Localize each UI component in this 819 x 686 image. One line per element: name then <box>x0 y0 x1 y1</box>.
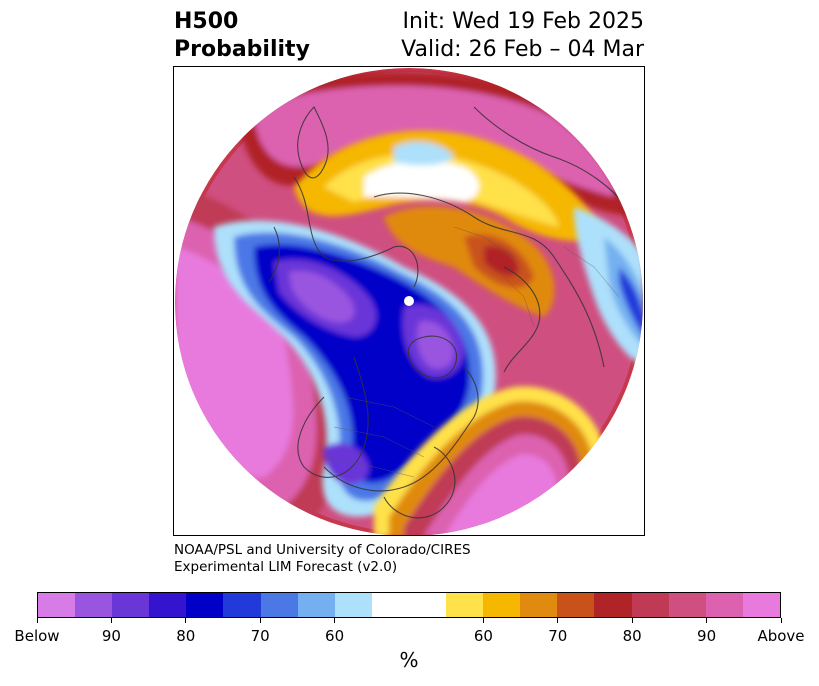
colorbar-segment <box>631 593 669 617</box>
colorbar-tick-label: Above <box>757 627 805 645</box>
colorbar-tick <box>780 618 782 623</box>
title-left: H500 Probability <box>174 8 310 64</box>
east-below-field <box>574 207 643 367</box>
colorbar-tick-label: 70 <box>250 627 270 645</box>
colorbar-tick-label: 80 <box>176 627 196 645</box>
colorbar-tick-label: 60 <box>325 627 345 645</box>
colorbar-segment <box>557 593 595 617</box>
colorbar-segment <box>594 593 632 617</box>
eurasia-warm-field <box>294 130 604 317</box>
colorbar-tick <box>557 618 559 623</box>
title-right: Init: Wed 19 Feb 2025 Valid: 26 Feb – 04… <box>401 8 644 64</box>
colorbar-tick-label: 80 <box>622 627 642 645</box>
valid-range: Valid: 26 Feb – 04 Mar <box>401 37 644 62</box>
colorbar-tick-label: Below <box>14 627 60 645</box>
credit-line2: Experimental LIM Forecast (v2.0) <box>174 559 398 575</box>
pole-marker <box>404 296 414 306</box>
colorbar-segment <box>75 593 113 617</box>
political-borders <box>323 226 620 478</box>
colorbar-tick <box>706 618 708 623</box>
colorbar-segment <box>334 593 372 617</box>
colorbar-segment <box>742 593 780 617</box>
colorbar-segment <box>112 593 150 617</box>
colorbar-segment <box>223 593 261 617</box>
colorbar-segment <box>371 593 447 617</box>
credit-text: NOAA/PSL and University of Colorado/CIRE… <box>174 542 471 576</box>
polar-map <box>175 68 643 535</box>
colorbar-segment <box>668 593 706 617</box>
credit-line1: NOAA/PSL and University of Colorado/CIRE… <box>174 542 471 558</box>
colorbar-segment <box>520 593 558 617</box>
colorbar-segment <box>149 593 187 617</box>
colorbar-segment <box>446 593 484 617</box>
colorbar-segment <box>483 593 521 617</box>
colorbar-segment <box>38 593 76 617</box>
map-frame <box>173 66 645 536</box>
colorbar <box>37 592 781 618</box>
colorbar-tick <box>631 618 633 623</box>
colorbar-tick <box>36 618 38 623</box>
colorbar-segment <box>186 593 224 617</box>
colorbar-unit: % <box>399 648 419 672</box>
colorbar-segment <box>297 593 335 617</box>
colorbar-segment <box>705 593 743 617</box>
colorbar-tick <box>185 618 187 623</box>
colorbar-tick-label: 90 <box>101 627 121 645</box>
colorbar-tick-label: 70 <box>548 627 568 645</box>
colorbar-tick <box>482 618 484 623</box>
colorbar-tick-label: 60 <box>473 627 493 645</box>
title-line2: Probability <box>174 37 310 62</box>
title-line1: H500 <box>174 9 239 34</box>
colorbar-tick <box>259 618 261 623</box>
colorbar-tick <box>334 618 336 623</box>
colorbar-tick <box>110 618 112 623</box>
colorbar-segment <box>260 593 298 617</box>
init-date: Init: Wed 19 Feb 2025 <box>402 9 644 34</box>
probability-field <box>175 68 643 535</box>
colorbar-tick-label: 90 <box>697 627 717 645</box>
